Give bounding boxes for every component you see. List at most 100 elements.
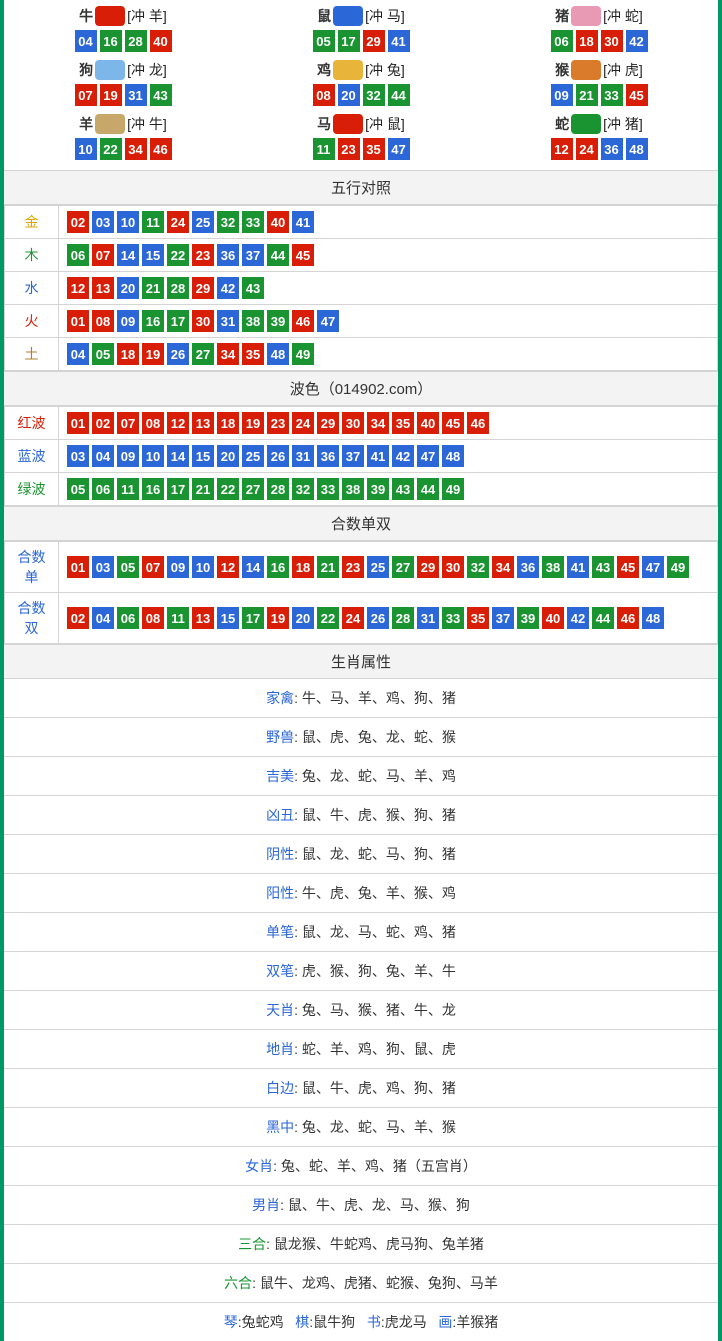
- zodiac-conflict: [冲 兔]: [365, 60, 405, 80]
- number-ball: 04: [92, 445, 114, 467]
- number-ball: 08: [92, 310, 114, 332]
- bottom-row: 琴:兔蛇鸡 棋:鼠牛狗 书:虎龙马 画:羊猴猪: [4, 1302, 718, 1341]
- number-ball: 03: [92, 211, 114, 233]
- number-ball: 47: [388, 138, 410, 160]
- number-ball: 42: [567, 607, 589, 629]
- attr-key: 野兽: [266, 729, 294, 745]
- attr-sep: :: [294, 1080, 302, 1096]
- number-ball: 23: [338, 138, 360, 160]
- number-ball: 19: [267, 607, 289, 629]
- number-ball: 17: [338, 30, 360, 52]
- attr-sep: :: [266, 1236, 274, 1252]
- number-ball: 43: [150, 84, 172, 106]
- zodiac-icon: [95, 6, 125, 26]
- attr-row: 双笔: 虎、猴、狗、兔、羊、牛: [4, 951, 718, 990]
- table-row: 金 02031011242532334041: [5, 206, 718, 239]
- attr-row: 阴性: 鼠、龙、蛇、马、狗、猪: [4, 834, 718, 873]
- number-ball: 10: [142, 445, 164, 467]
- number-ball: 09: [117, 310, 139, 332]
- number-ball: 08: [142, 412, 164, 434]
- number-ball: 18: [117, 343, 139, 365]
- attr-value: 鼠牛、龙鸡、虎猪、蛇猴、兔狗、马羊: [260, 1275, 498, 1291]
- number-ball: 47: [317, 310, 339, 332]
- attr-value: 虎、猴、狗、兔、羊、牛: [302, 963, 456, 979]
- attr-sep: :: [294, 885, 302, 901]
- bottom-val: 羊猴猪: [456, 1314, 498, 1330]
- number-ball: 48: [642, 607, 664, 629]
- number-ball: 20: [217, 445, 239, 467]
- number-ball: 29: [192, 277, 214, 299]
- number-ball: 42: [392, 445, 414, 467]
- number-ball: 06: [117, 607, 139, 629]
- number-ball: 16: [142, 310, 164, 332]
- number-ball: 28: [267, 478, 289, 500]
- number-ball: 08: [313, 84, 335, 106]
- zodiac-name: 猪: [555, 6, 569, 26]
- bottom-val: 鼠牛狗: [313, 1314, 355, 1330]
- attr-value: 鼠、龙、蛇、马、狗、猪: [302, 846, 456, 862]
- row-label: 红波: [5, 407, 59, 440]
- number-ball: 09: [167, 556, 189, 578]
- row-label: 木: [5, 239, 59, 272]
- number-ball: 33: [242, 211, 264, 233]
- number-ball: 45: [292, 244, 314, 266]
- number-ball: 36: [217, 244, 239, 266]
- zodiac-conflict: [冲 猪]: [603, 114, 643, 134]
- attr-sep: :: [294, 690, 302, 706]
- number-ball: 40: [267, 211, 289, 233]
- number-ball: 07: [92, 244, 114, 266]
- attr-key: 双笔: [266, 963, 294, 979]
- table-row: 木 06071415222336374445: [5, 239, 718, 272]
- zodiac-label: 猴 [冲 虎]: [555, 60, 643, 80]
- zodiac-conflict: [冲 鼠]: [365, 114, 405, 134]
- number-ball: 21: [317, 556, 339, 578]
- number-ball: 02: [67, 211, 89, 233]
- zodiac-label: 马 [冲 鼠]: [317, 114, 405, 134]
- number-ball: 33: [442, 607, 464, 629]
- number-ball: 30: [192, 310, 214, 332]
- number-ball: 20: [292, 607, 314, 629]
- number-ball: 48: [442, 445, 464, 467]
- number-ball: 26: [267, 445, 289, 467]
- number-ball: 11: [142, 211, 164, 233]
- number-ball: 20: [117, 277, 139, 299]
- attr-value: 牛、马、羊、鸡、狗、猪: [302, 690, 456, 706]
- number-ball: 19: [242, 412, 264, 434]
- number-ball: 29: [417, 556, 439, 578]
- zodiac-numbers: 08203244: [313, 84, 410, 106]
- number-ball: 15: [217, 607, 239, 629]
- number-ball: 40: [542, 607, 564, 629]
- wuxing-table: 金 02031011242532334041 木 060714152223363…: [4, 205, 718, 371]
- zodiac-cell: 猴 [冲 虎] 09213345: [480, 60, 718, 106]
- zodiac-numbers: 07193143: [75, 84, 172, 106]
- attr-row: 地肖: 蛇、羊、鸡、狗、鼠、虎: [4, 1029, 718, 1068]
- attr-key: 凶丑: [266, 807, 294, 823]
- number-ball: 10: [192, 556, 214, 578]
- number-ball: 29: [363, 30, 385, 52]
- attr-sep: :: [252, 1275, 260, 1291]
- number-ball: 37: [242, 244, 264, 266]
- number-ball: 34: [125, 138, 147, 160]
- number-ball: 22: [167, 244, 189, 266]
- number-ball: 07: [142, 556, 164, 578]
- table-row: 绿波 05061116172122272832333839434449: [5, 473, 718, 506]
- row-label: 合数双: [5, 593, 59, 644]
- attr-key: 阴性: [266, 846, 294, 862]
- number-ball: 47: [417, 445, 439, 467]
- number-ball: 24: [292, 412, 314, 434]
- number-ball: 43: [392, 478, 414, 500]
- number-ball: 13: [192, 412, 214, 434]
- number-ball: 24: [342, 607, 364, 629]
- number-ball: 21: [142, 277, 164, 299]
- number-ball: 13: [92, 277, 114, 299]
- number-ball: 23: [267, 412, 289, 434]
- attr-sep: :: [280, 1197, 288, 1213]
- number-ball: 05: [67, 478, 89, 500]
- number-ball: 09: [551, 84, 573, 106]
- number-ball: 02: [92, 412, 114, 434]
- number-ball: 17: [167, 478, 189, 500]
- row-numbers: 0204060811131517192022242628313335373940…: [59, 593, 718, 644]
- attr-row: 单笔: 鼠、龙、马、蛇、鸡、猪: [4, 912, 718, 951]
- row-label: 土: [5, 338, 59, 371]
- zodiac-conflict: [冲 蛇]: [603, 6, 643, 26]
